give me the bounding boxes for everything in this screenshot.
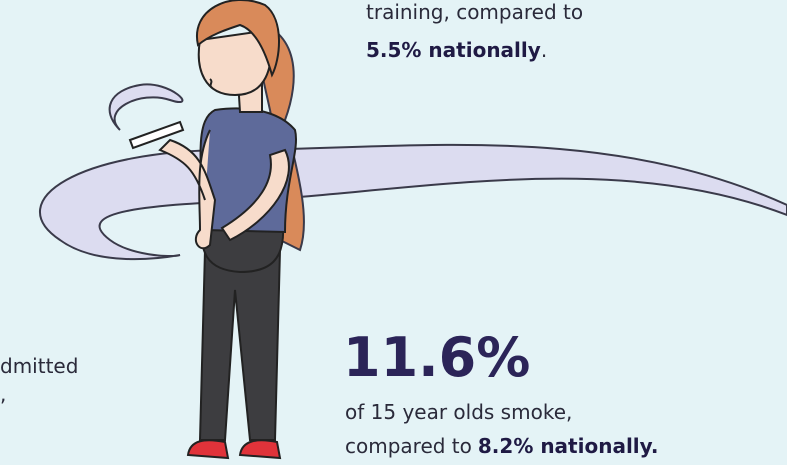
legs [200, 250, 280, 440]
mouth [210, 79, 212, 88]
illustration [0, 0, 787, 465]
text: . [541, 38, 547, 62]
shoe [188, 440, 228, 458]
text: compared to [345, 434, 472, 458]
text-line: , [0, 382, 6, 406]
page: training, compared to 5.5% nationally. d… [0, 0, 787, 465]
text-line: of 15 year olds smoke, [345, 400, 572, 424]
highlight: 5.5% nationally [366, 38, 541, 62]
stat-number: 11.6% [343, 328, 530, 388]
highlight: 8.2% nationally. [478, 434, 659, 458]
smoke-puff [110, 84, 183, 130]
smoke-trail [40, 145, 787, 259]
text-line: 5.5% nationally. [366, 38, 547, 62]
text-line: dmitted [0, 354, 78, 378]
shoe [240, 440, 280, 458]
text-line: training, compared to [366, 0, 583, 24]
